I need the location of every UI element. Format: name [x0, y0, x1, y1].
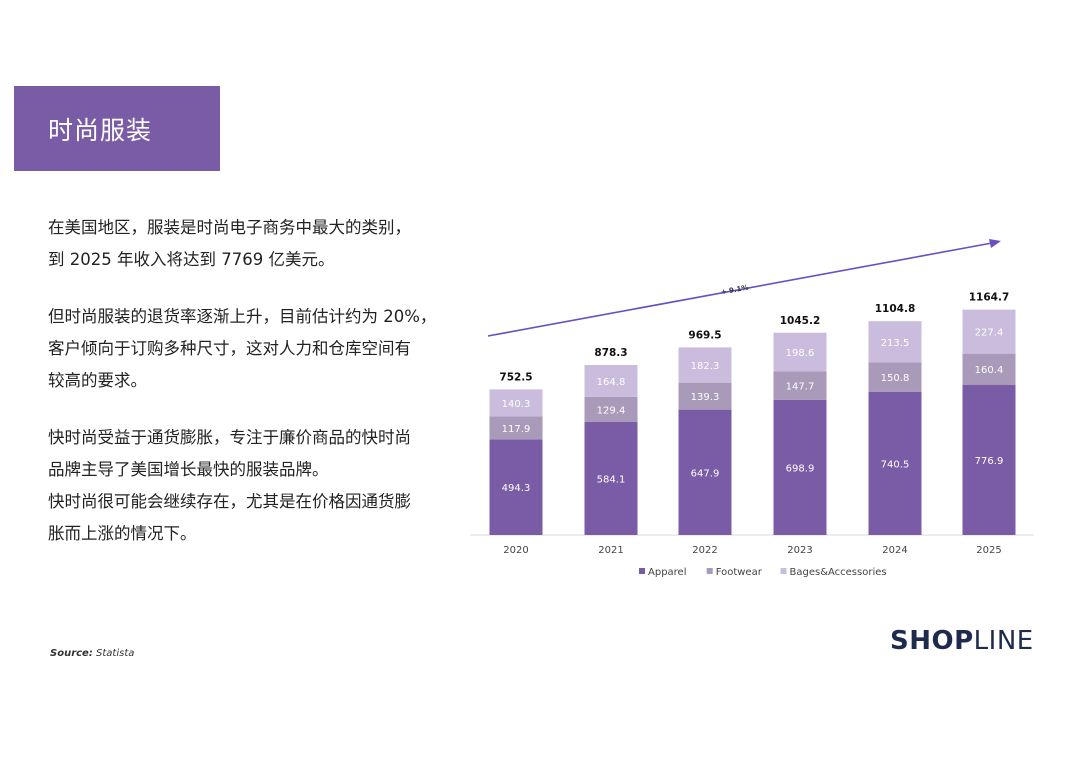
bar-footwear-2023	[773, 371, 827, 400]
data-label: 150.8	[881, 373, 910, 384]
bar-bages-accessories-2024	[868, 321, 922, 363]
legend-label: Apparel	[648, 567, 687, 578]
paragraph-1: 在美国地区，服装是时尚电子商务中最大的类别， 到 2025 年收入将达到 776…	[48, 212, 468, 276]
legend-swatch	[780, 568, 787, 574]
logo-text-2: P	[954, 626, 974, 656]
text-line: 客户倾向于订购多种尺寸，这对人力和仓库空间有	[48, 339, 411, 358]
bar-apparel-2024	[868, 391, 922, 535]
text-line: 但时尚服装的退货率逐渐上升，目前估计约为 20%，	[48, 307, 437, 326]
bar-footwear-2024	[868, 362, 922, 392]
data-label: 164.8	[597, 377, 626, 388]
data-label: 147.7	[786, 381, 815, 392]
trend-arrow-line	[487, 242, 993, 337]
total-label: 1045.2	[780, 315, 821, 327]
body-text: 在美国地区，服装是时尚电子商务中最大的类别， 到 2025 年收入将达到 776…	[48, 212, 468, 575]
bar-apparel-2021	[584, 421, 638, 535]
paragraph-3: 快时尚受益于通货膨胀，专注于廉价商品的快时尚 品牌主导了美国增长最快的服装品牌。…	[48, 422, 468, 550]
source-value: Statista	[96, 648, 135, 659]
bar-apparel-2020	[489, 439, 543, 535]
legend-swatch	[639, 568, 645, 574]
data-label: 698.9	[786, 463, 815, 474]
data-label: 182.3	[691, 361, 720, 372]
legend-label: Footwear	[716, 567, 763, 578]
shopline-logo: SHOPLINE	[890, 626, 1034, 656]
bar-bages-accessories-2023	[773, 332, 827, 372]
text-line: 在美国地区，服装是时尚电子商务中最大的类别，	[48, 218, 411, 237]
data-label: 740.5	[881, 459, 910, 470]
paragraph-2: 但时尚服装的退货率逐渐上升，目前估计约为 20%， 客户倾向于订购多种尺寸，这对…	[48, 301, 468, 397]
text-line: 快时尚受益于通货膨胀，专注于廉价商品的快时尚	[48, 428, 411, 447]
data-label: 140.3	[502, 399, 531, 410]
total-label: 1104.8	[875, 303, 916, 315]
legend-swatch	[706, 568, 713, 574]
logo-o-mark: O	[931, 626, 955, 656]
total-label: 878.3	[594, 347, 627, 359]
data-label: 584.1	[597, 474, 626, 485]
data-label: 647.9	[691, 468, 720, 479]
text-line: 快时尚很可能会继续存在，尤其是在价格因通货膨	[48, 492, 411, 511]
trend-arrow-head	[989, 239, 1001, 248]
x-tick-label: 2024	[882, 545, 907, 556]
text-line: 品牌主导了美国增长最快的服装品牌。	[48, 460, 329, 479]
logo-text-1: SH	[890, 626, 932, 656]
data-label: 117.9	[502, 424, 531, 435]
bar-footwear-2021	[584, 396, 638, 422]
bar-bages-accessories-2022	[678, 347, 732, 383]
bar-footwear-2020	[489, 416, 543, 440]
text-line: 到 2025 年收入将达到 7769 亿美元。	[48, 250, 335, 269]
bar-bages-accessories-2020	[489, 389, 543, 417]
text-line: 较高的要求。	[48, 371, 147, 390]
x-tick-label: 2025	[976, 545, 1001, 556]
bar-bages-accessories-2021	[584, 365, 638, 397]
growth-annotation: + 9.1%	[720, 284, 749, 297]
data-label: 776.9	[975, 456, 1004, 467]
x-tick-label: 2023	[787, 545, 812, 556]
total-label: 752.5	[499, 371, 532, 383]
x-tick-label: 2020	[503, 545, 528, 556]
x-tick-label: 2021	[598, 545, 623, 556]
logo-text-3: LINE	[973, 626, 1034, 656]
title-box: 时尚服装	[14, 86, 220, 171]
data-label: 160.4	[975, 365, 1004, 376]
bar-apparel-2023	[773, 399, 827, 535]
bar-bages-accessories-2025	[962, 309, 1016, 354]
bar-apparel-2025	[962, 384, 1016, 535]
x-tick-label: 2022	[692, 545, 717, 556]
bar-footwear-2022	[678, 382, 732, 410]
data-label: 198.6	[786, 348, 815, 359]
bar-apparel-2022	[678, 409, 732, 535]
data-label: 494.3	[502, 483, 531, 494]
data-label: 227.4	[975, 328, 1004, 339]
page-title: 时尚服装	[48, 115, 153, 145]
source-note: Source: Statista	[50, 648, 134, 659]
total-label: 1164.7	[969, 292, 1010, 304]
total-label: 969.5	[688, 329, 721, 341]
bar-footwear-2025	[962, 353, 1016, 385]
data-label: 139.3	[691, 392, 720, 403]
data-label: 213.5	[881, 338, 910, 349]
legend-label: Bages&Accessories	[790, 567, 887, 578]
stacked-bar-chart: 494.3 117.9 140.3 752.5 2020 584.1 129.4 164.8 8…	[470, 239, 1034, 578]
data-label: 129.4	[597, 405, 626, 416]
source-label: Source:	[50, 648, 93, 659]
text-line: 胀而上涨的情况下。	[48, 524, 197, 543]
